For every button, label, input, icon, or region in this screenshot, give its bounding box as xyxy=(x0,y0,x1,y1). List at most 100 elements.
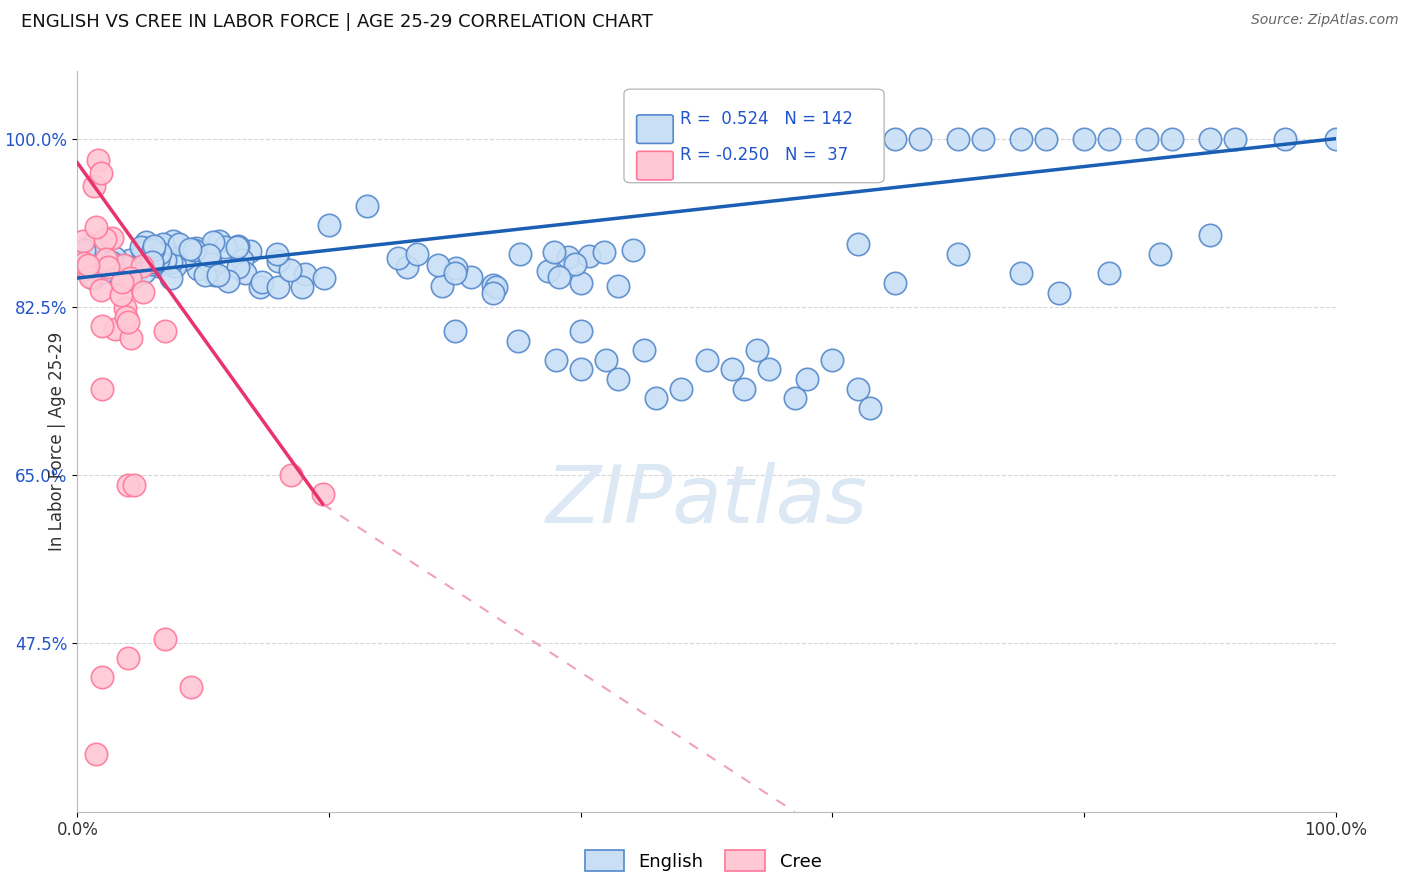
Text: Source: ZipAtlas.com: Source: ZipAtlas.com xyxy=(1251,13,1399,28)
Point xyxy=(84,747,107,761)
Point xyxy=(266,280,288,294)
Point xyxy=(312,271,335,285)
Point xyxy=(115,310,138,324)
Point xyxy=(607,372,630,386)
Point xyxy=(1324,131,1347,145)
Point xyxy=(233,266,256,280)
Point xyxy=(194,251,217,265)
Point xyxy=(194,268,217,283)
Point xyxy=(846,131,869,145)
Point xyxy=(1199,131,1222,145)
Point xyxy=(142,239,165,253)
Point xyxy=(671,382,693,396)
Point xyxy=(94,232,117,246)
Point xyxy=(745,343,768,358)
Point xyxy=(312,487,335,501)
Text: R =  0.524   N = 142: R = 0.524 N = 142 xyxy=(681,110,853,128)
Point xyxy=(948,247,970,261)
Point xyxy=(214,240,236,254)
Point xyxy=(131,259,153,273)
Point xyxy=(152,236,174,251)
Point xyxy=(105,266,128,280)
Point xyxy=(91,670,114,684)
Point xyxy=(129,240,152,254)
Point xyxy=(82,268,104,283)
Point xyxy=(141,255,163,269)
Point xyxy=(1047,285,1070,300)
Point xyxy=(180,680,202,694)
Point xyxy=(557,250,579,264)
Point xyxy=(696,131,718,145)
Point xyxy=(846,237,869,252)
Point xyxy=(179,242,201,256)
Point xyxy=(1149,247,1171,261)
Point xyxy=(696,352,718,367)
Point xyxy=(110,288,132,302)
Point xyxy=(291,280,314,294)
Point xyxy=(114,301,136,315)
Point xyxy=(796,131,818,145)
Point xyxy=(720,131,742,145)
Point xyxy=(82,271,104,285)
Point xyxy=(621,243,644,257)
Point xyxy=(87,153,110,167)
Point xyxy=(142,243,165,257)
Point xyxy=(948,131,970,145)
Point xyxy=(1161,131,1184,145)
Point xyxy=(159,255,181,269)
Point xyxy=(101,231,124,245)
Point xyxy=(73,256,96,270)
Point xyxy=(90,166,112,180)
Point xyxy=(156,244,179,259)
Point xyxy=(910,131,932,145)
Point xyxy=(76,262,98,277)
Point xyxy=(859,401,882,415)
Point xyxy=(783,131,806,145)
Point xyxy=(267,253,290,268)
Point xyxy=(430,279,453,293)
Point xyxy=(141,257,163,271)
Point xyxy=(1223,131,1246,145)
Point xyxy=(509,247,531,261)
Point xyxy=(173,252,195,267)
Point xyxy=(569,276,592,290)
Point xyxy=(444,266,467,280)
Point xyxy=(198,253,221,268)
Point xyxy=(607,279,630,293)
Point xyxy=(112,258,135,272)
Point xyxy=(481,285,503,300)
Point xyxy=(90,319,112,334)
Point xyxy=(204,268,226,282)
Point xyxy=(645,391,668,405)
Point xyxy=(124,269,146,284)
Point xyxy=(796,372,818,386)
Point xyxy=(110,275,132,289)
Point xyxy=(444,324,467,338)
Point xyxy=(83,179,105,194)
Point xyxy=(569,324,592,338)
Point xyxy=(72,235,94,249)
Point xyxy=(226,238,249,252)
Point xyxy=(104,251,127,265)
Point xyxy=(207,268,229,282)
Point xyxy=(231,253,253,268)
Point xyxy=(758,131,780,145)
Point xyxy=(97,260,120,274)
Point xyxy=(187,262,209,277)
Point xyxy=(733,382,755,396)
Point xyxy=(821,352,844,367)
Text: ENGLISH VS CREE IN LABOR FORCE | AGE 25-29 CORRELATION CHART: ENGLISH VS CREE IN LABOR FORCE | AGE 25-… xyxy=(21,13,652,31)
Point xyxy=(884,276,907,290)
Point xyxy=(506,334,529,348)
Point xyxy=(1098,131,1121,145)
Point xyxy=(226,260,249,274)
Point xyxy=(169,237,191,252)
Y-axis label: In Labor Force | Age 25-29: In Labor Force | Age 25-29 xyxy=(48,332,66,551)
Point xyxy=(1098,266,1121,280)
Point xyxy=(972,131,994,145)
Point xyxy=(217,274,239,288)
Point xyxy=(135,235,157,249)
Point xyxy=(148,252,170,267)
Point xyxy=(671,131,693,145)
Point xyxy=(485,280,508,294)
